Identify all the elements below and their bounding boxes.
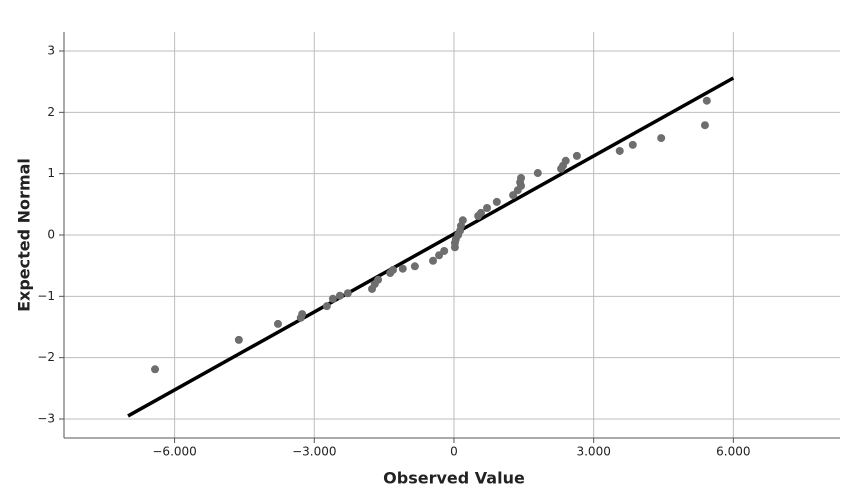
y-tick-label: 0 [47, 228, 55, 242]
point [476, 208, 485, 217]
point [702, 96, 711, 105]
y-tick-label: 3 [47, 44, 55, 58]
y-tick-label: −2 [37, 350, 55, 364]
point [561, 156, 570, 165]
point [700, 121, 709, 130]
point [388, 265, 397, 274]
x-axis-title: Observed Value [383, 469, 525, 488]
x-tick-label: 0 [450, 445, 458, 459]
point [343, 289, 352, 298]
point [572, 151, 581, 160]
point [273, 319, 282, 328]
point [657, 134, 666, 143]
x-tick-label: −6.000 [152, 445, 196, 459]
point [628, 140, 637, 149]
point [398, 264, 407, 273]
point [322, 302, 331, 311]
point [410, 262, 419, 271]
point [533, 169, 542, 178]
point [234, 335, 243, 344]
y-tick-label: 1 [47, 166, 55, 180]
point [374, 275, 383, 284]
point [517, 173, 526, 182]
point [492, 197, 501, 206]
x-tick-label: 6.000 [716, 445, 750, 459]
y-tick-label: 2 [47, 105, 55, 119]
point [458, 216, 467, 225]
y-tick-label: −3 [37, 411, 55, 425]
point [151, 365, 160, 374]
reference-line [127, 76, 735, 418]
x-tick-label: 3.000 [576, 445, 610, 459]
point [328, 294, 337, 303]
point [440, 246, 449, 255]
x-tick-label: −3.000 [292, 445, 336, 459]
point [615, 146, 624, 155]
y-axis-title: Expected Normal [15, 158, 34, 312]
point [483, 204, 492, 213]
y-tick-label: −1 [37, 289, 55, 303]
point [335, 291, 344, 300]
point [296, 313, 305, 322]
point [429, 256, 438, 265]
